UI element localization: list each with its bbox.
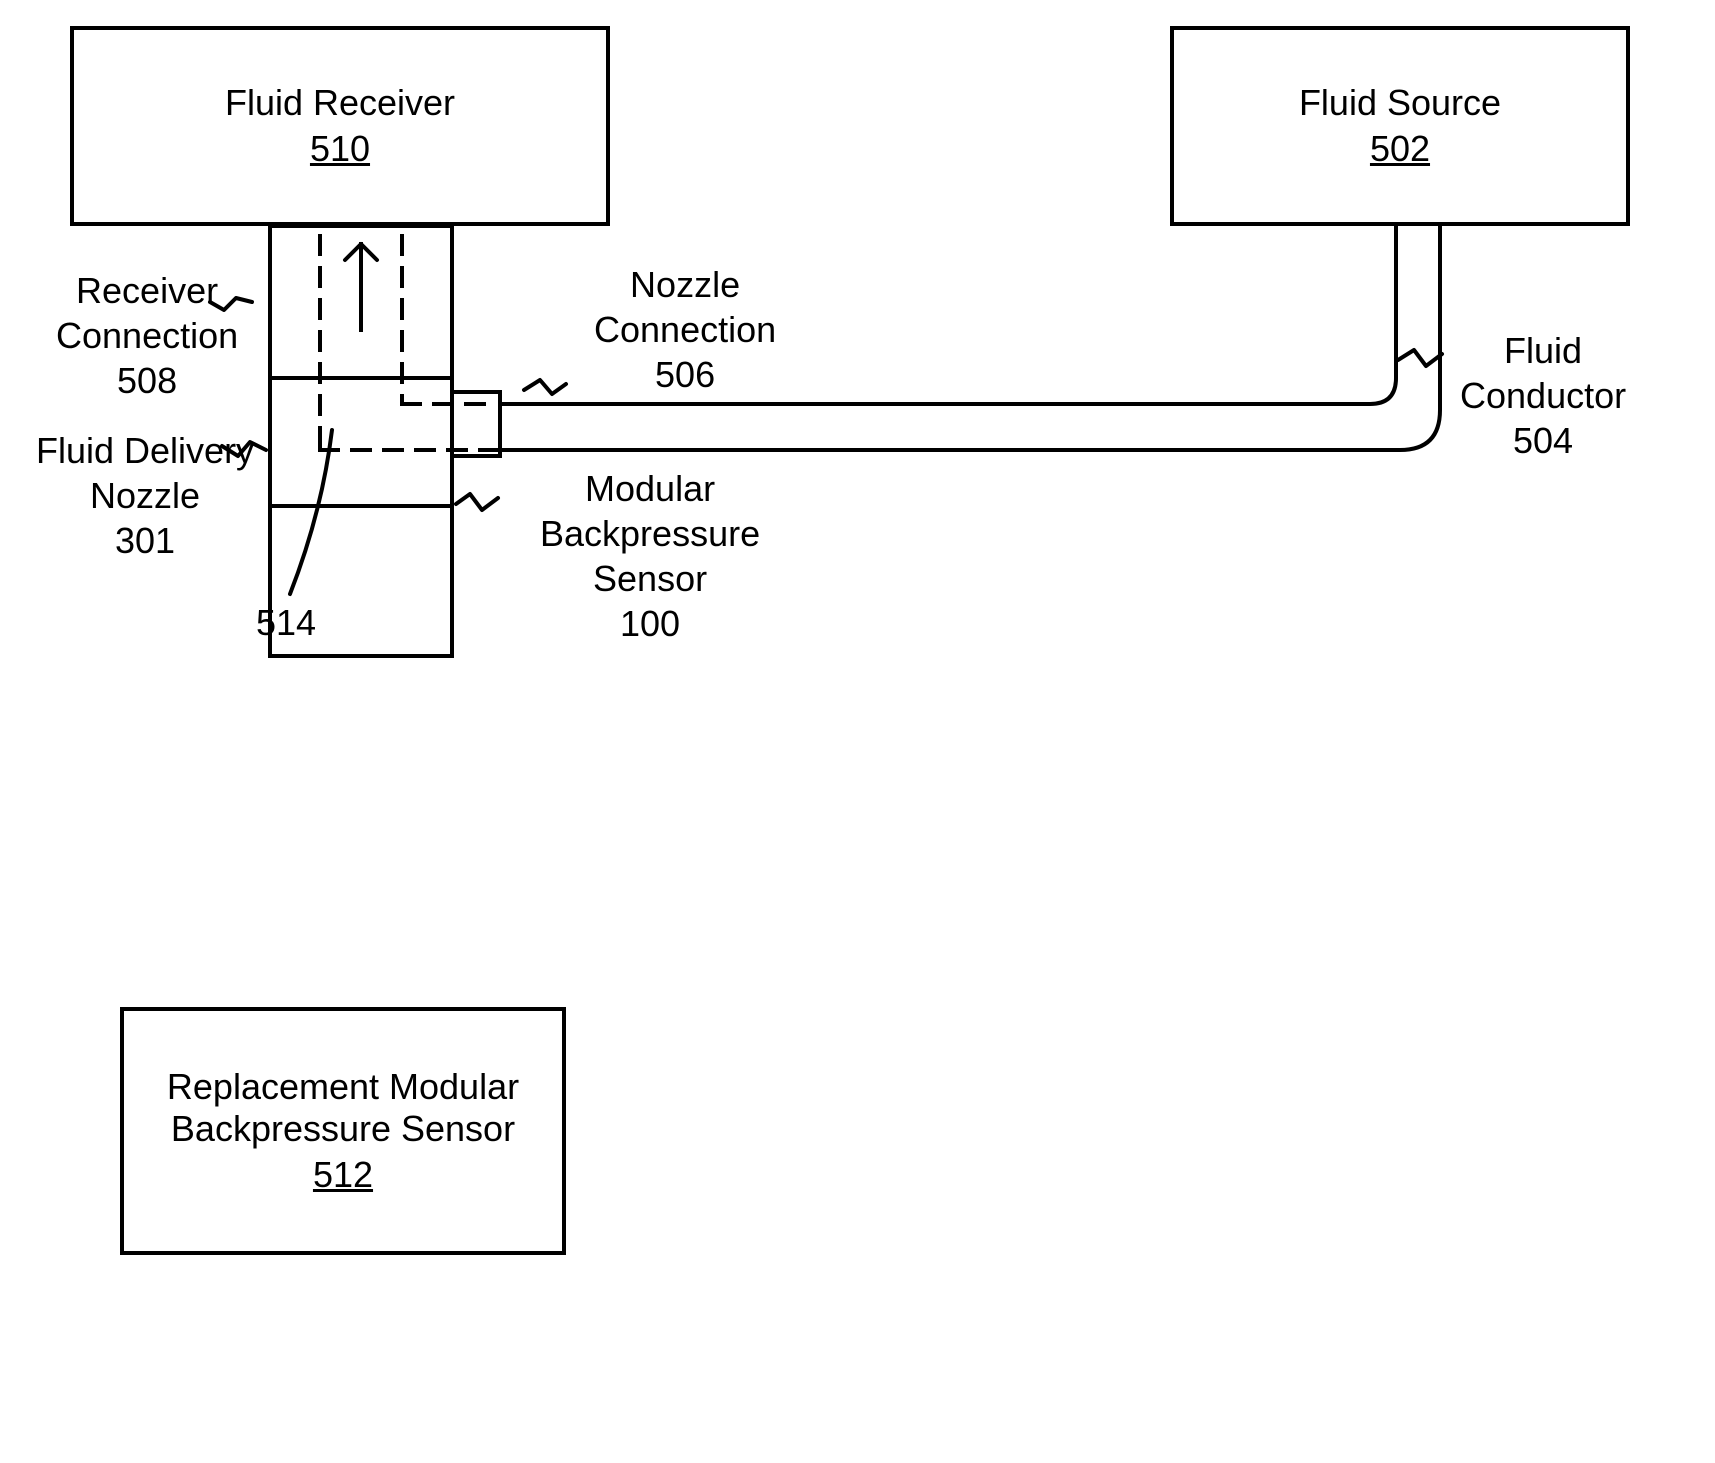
replacement-sensor-ref: 512 — [313, 1154, 373, 1196]
fluid-delivery-nozzle-label: Fluid Delivery Nozzle 301 — [36, 428, 254, 563]
fluid-receiver-box: Fluid Receiver 510 — [70, 26, 610, 226]
fluid-source-ref: 502 — [1370, 128, 1430, 170]
replacement-sensor-label: Replacement Modular Backpressure Sensor — [124, 1066, 562, 1150]
nozzle-connection-label: Nozzle Connection 506 — [594, 262, 776, 397]
fluid-receiver-label: Fluid Receiver — [225, 82, 455, 124]
modular-backpressure-label: Modular Backpressure Sensor 100 — [540, 466, 760, 646]
fluid-source-label: Fluid Source — [1299, 82, 1501, 124]
fluid-source-box: Fluid Source 502 — [1170, 26, 1630, 226]
fluid-conductor-label: Fluid Conductor 504 — [1460, 328, 1626, 463]
fluid-receiver-ref: 510 — [310, 128, 370, 170]
receiver-connection-label: Receiver Connection 508 — [56, 268, 238, 403]
ref-514-label: 514 — [256, 600, 316, 645]
replacement-sensor-box: Replacement Modular Backpressure Sensor … — [120, 1007, 566, 1255]
